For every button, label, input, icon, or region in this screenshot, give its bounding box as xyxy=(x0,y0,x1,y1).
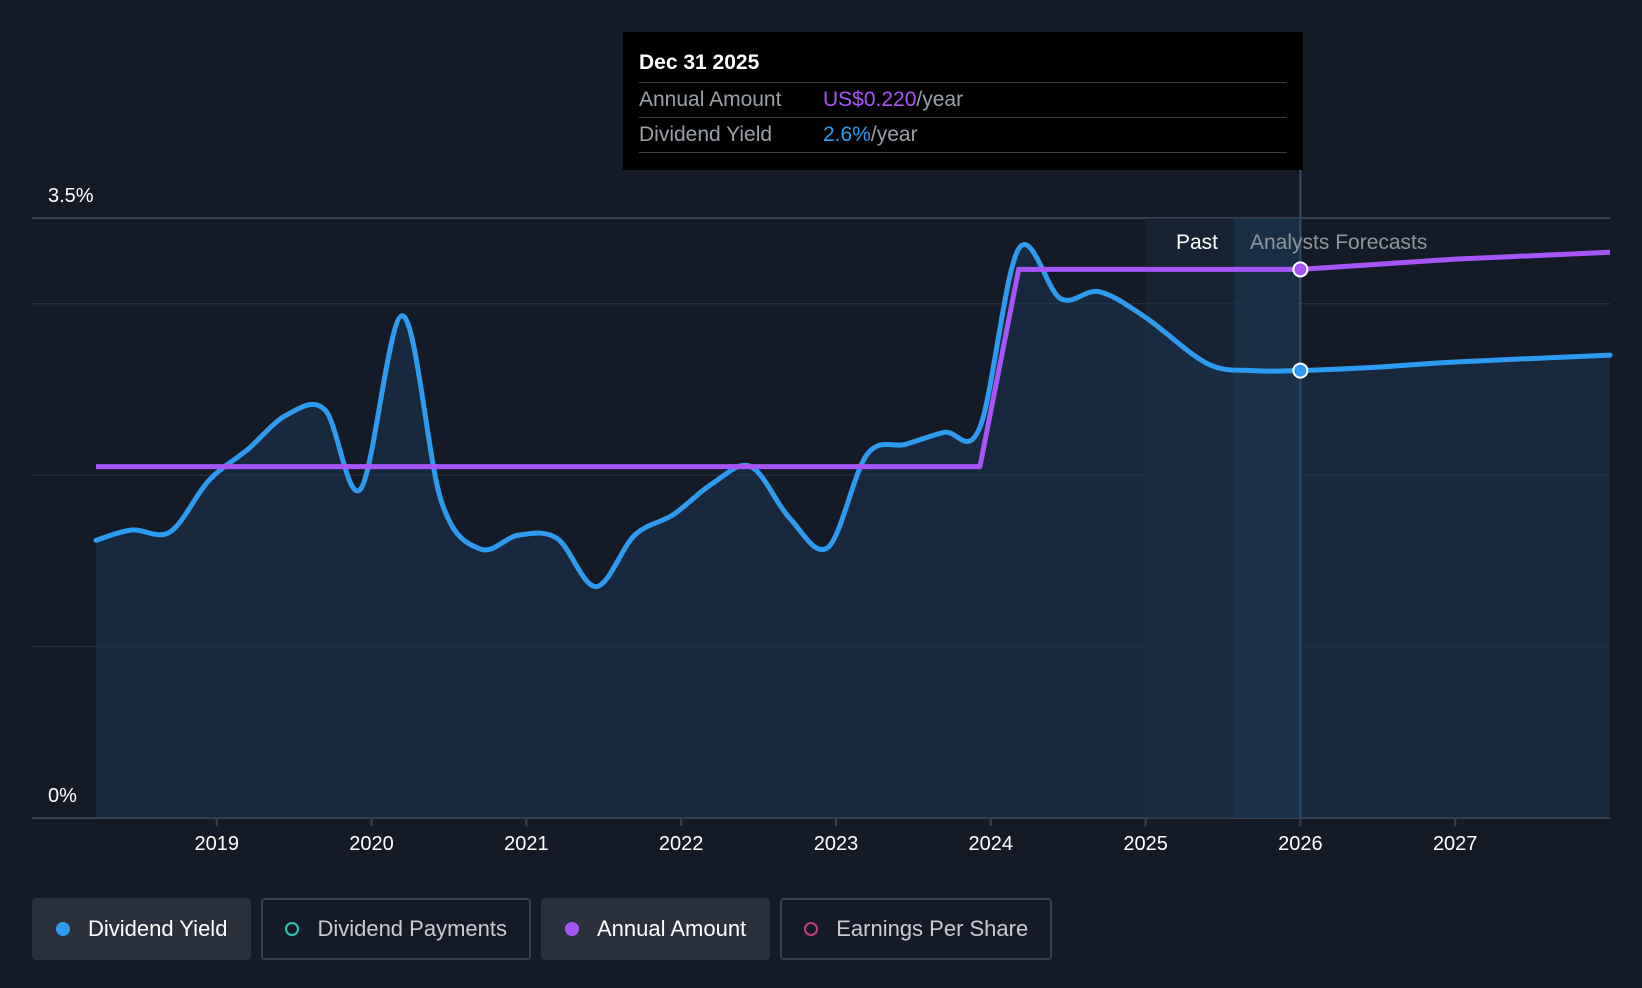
dividend-yield-marker xyxy=(1292,362,1309,379)
legend-dividend-payments-icon xyxy=(285,922,300,936)
tooltip-annual-amount-value: US$0.220 xyxy=(823,88,917,111)
x-tick-label: 2022 xyxy=(659,833,704,855)
legend-earnings-per-share-icon xyxy=(804,922,819,936)
legend-annual-amount[interactable]: Annual Amount xyxy=(540,898,771,960)
legend-dividend-yield[interactable]: Dividend Yield xyxy=(32,898,252,960)
legend-dividend-payments-label: Dividend Payments xyxy=(317,916,507,941)
past-label: Past xyxy=(1176,231,1218,254)
x-tick-label: 2026 xyxy=(1278,833,1323,855)
x-tick-label: 2027 xyxy=(1433,833,1478,855)
legend-earnings-per-share-label: Earnings Per Share xyxy=(836,916,1029,941)
x-tick-label: 2021 xyxy=(504,833,549,855)
y-tick-label: 0% xyxy=(48,785,77,807)
legend-annual-amount-label: Annual Amount xyxy=(596,916,747,941)
annual-amount-line[interactable] xyxy=(96,249,1611,470)
annual-amount-marker xyxy=(1292,261,1309,278)
tooltip-dividend-yield-unit: /year xyxy=(870,123,918,146)
tooltip: Dec 31 2025 Annual Amount US$0.220 /year… xyxy=(623,32,1303,170)
tooltip-row-dividend-yield: Dividend Yield 2.6% /year xyxy=(639,118,1287,153)
legend-dividend-payments[interactable]: Dividend Payments xyxy=(261,898,531,960)
x-tick-label: 2020 xyxy=(349,833,394,855)
x-tick-label: 2023 xyxy=(814,833,859,855)
tooltip-annual-amount-label: Annual Amount xyxy=(639,88,782,111)
x-tick-label: 2025 xyxy=(1123,833,1168,855)
tick-layer: 2019 2020 2021 2022 2023 2024 2025 2026 2027 3.5%… xyxy=(48,185,1477,855)
tooltip-date: Dec 31 2025 xyxy=(639,48,1287,83)
tooltip-dividend-yield-value: 2.6% xyxy=(823,123,871,146)
legend-dividend-yield-icon xyxy=(56,922,70,936)
y-tick-label: 3.5% xyxy=(48,185,94,207)
dividend-yield-area xyxy=(96,244,1610,819)
tooltip-annual-amount-unit: /year xyxy=(916,88,964,111)
tooltip-row-annual-amount: Annual Amount US$0.220 /year xyxy=(639,83,1287,118)
legend-earnings-per-share[interactable]: Earnings Per Share xyxy=(780,898,1053,960)
x-tick-label: 2019 xyxy=(194,833,239,855)
legend-annual-amount-icon xyxy=(564,922,579,936)
x-tick-label: 2024 xyxy=(969,833,1014,855)
forecast-label: Analysts Forecasts xyxy=(1250,231,1427,254)
legend-dividend-yield-label: Dividend Yield xyxy=(88,916,228,941)
legend: Dividend Yield Dividend Payments Annual … xyxy=(32,898,1053,960)
marker-layer xyxy=(1292,261,1309,379)
tooltip-dividend-yield-label: Dividend Yield xyxy=(639,123,773,146)
